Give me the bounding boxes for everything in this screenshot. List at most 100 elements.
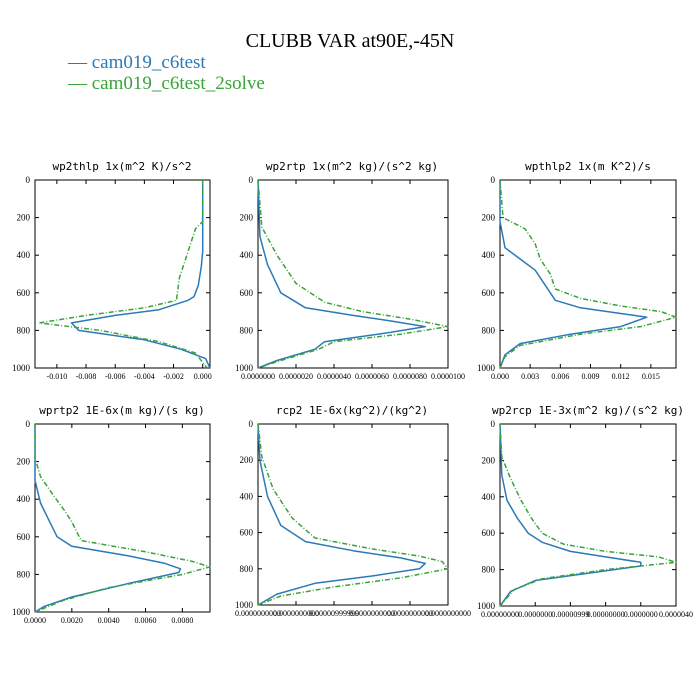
series-line-c6test-2solve bbox=[499, 423, 677, 607]
x-tick-label: -0.010 bbox=[47, 372, 68, 381]
y-tick-label: 1000 bbox=[12, 363, 31, 373]
y-tick-label: 200 bbox=[482, 213, 496, 223]
x-tick-label: 0.00000999 bbox=[551, 610, 589, 619]
x-tick-label: 0.000 bbox=[194, 372, 212, 381]
series-line-c6test-2solve bbox=[257, 179, 449, 369]
y-tick-label: 0 bbox=[249, 419, 254, 429]
y-tick-label: 800 bbox=[482, 325, 496, 335]
y-tick-label: 0 bbox=[491, 175, 496, 185]
y-tick-label: 200 bbox=[17, 213, 31, 223]
series-line-c6test bbox=[499, 423, 642, 607]
y-tick-label: 200 bbox=[17, 457, 31, 467]
y-tick-label: 1000 bbox=[477, 363, 496, 373]
y-tick-label: 600 bbox=[482, 288, 496, 298]
y-tick-label: 400 bbox=[240, 250, 254, 260]
legend-entry-c6test-2solve: — cam019_c6test_2solve bbox=[68, 73, 265, 94]
x-tick-label: 0.0000000000 bbox=[235, 609, 281, 618]
y-tick-label: 600 bbox=[240, 288, 254, 298]
y-tick-label: 800 bbox=[240, 564, 254, 574]
x-tick-label: 0.0040 bbox=[98, 616, 120, 625]
legend-entry-c6test: — cam019_c6test bbox=[68, 52, 206, 73]
series-line-c6test bbox=[70, 180, 211, 369]
x-tick-label: 0.0080 bbox=[171, 616, 193, 625]
y-tick-label: 0 bbox=[26, 175, 31, 185]
plot-frame bbox=[257, 179, 449, 369]
series-line-c6test-2solve bbox=[499, 179, 677, 369]
chart-panel-2: wp2rtp 1x(m^2 kg)/(s^2 kg) 0 200 400 600 800 1… bbox=[235, 160, 465, 381]
x-tick-label: 0.0020 bbox=[61, 616, 83, 625]
x-tick-label: 0.009 bbox=[582, 372, 600, 381]
x-tick-label: 0.012 bbox=[612, 372, 630, 381]
chart-panel-1: wp2thlp 1x(m^2 K)/s^2 0 200 400 600 800 1000 -0… bbox=[12, 160, 212, 381]
y-tick-label: 800 bbox=[482, 565, 496, 575]
y-tick-label: 0 bbox=[249, 175, 254, 185]
x-tick-label: 0.0000000 bbox=[518, 610, 552, 619]
plot-frame bbox=[34, 179, 211, 369]
x-tick-label: 0.015 bbox=[642, 372, 660, 381]
x-tick-label: 0.0000000000 bbox=[349, 609, 395, 618]
x-tick-label: 0.0000040 bbox=[317, 372, 351, 381]
x-tick-label: 0.000 bbox=[491, 372, 509, 381]
x-tick-label: 0.0060 bbox=[135, 616, 157, 625]
plot-frame bbox=[499, 179, 677, 369]
figure-title: CLUBB VAR at90E,-45N bbox=[245, 30, 455, 52]
y-tick-label: 600 bbox=[482, 528, 496, 538]
panel-title: rcp2 1E-6x(kg^2)/(kg^2) bbox=[276, 404, 428, 417]
panel-title: wpthlp2 1x(m K^2)/s bbox=[525, 160, 651, 173]
series-line-c6test-2solve bbox=[34, 424, 211, 613]
series-line-c6test-2solve bbox=[257, 423, 449, 606]
plot-frame bbox=[499, 423, 677, 607]
series-line-c6test bbox=[257, 179, 426, 369]
series-line-c6test bbox=[257, 423, 426, 606]
x-tick-label: 0.0000100 bbox=[431, 372, 465, 381]
y-tick-label: 800 bbox=[17, 569, 31, 579]
y-tick-label: 1000 bbox=[477, 601, 496, 611]
y-tick-label: 400 bbox=[17, 494, 31, 504]
x-tick-label: 0.0000000000 bbox=[273, 609, 319, 618]
x-tick-label: 0.003 bbox=[521, 372, 539, 381]
chart-panel-6: wp2rcp 1E-3x(m^2 kg)/(s^2 kg) 0 200 400 600 8… bbox=[477, 404, 693, 619]
x-tick-label: 0.0000020 bbox=[279, 372, 313, 381]
panel-title: wp2rtp 1x(m^2 kg)/(s^2 kg) bbox=[266, 160, 438, 173]
plot-frame bbox=[257, 423, 449, 606]
x-tick-label: -0.006 bbox=[105, 372, 126, 381]
plot-frame bbox=[34, 423, 211, 613]
series-line-c6test-2solve bbox=[38, 180, 208, 369]
x-tick-label: -0.004 bbox=[134, 372, 155, 381]
y-tick-label: 1000 bbox=[235, 600, 254, 610]
x-tick-label: 0.00000999999 bbox=[309, 609, 359, 618]
y-tick-label: 200 bbox=[482, 455, 496, 465]
x-tick-label: 0.0000000 bbox=[241, 372, 275, 381]
x-tick-label: 0.0000000000 bbox=[425, 609, 471, 618]
y-tick-label: 0 bbox=[26, 419, 31, 429]
panel-title: wp2rcp 1E-3x(m^2 kg)/(s^2 kg) bbox=[492, 404, 684, 417]
y-tick-label: 400 bbox=[240, 491, 254, 501]
y-tick-label: 0 bbox=[491, 419, 496, 429]
y-tick-label: 400 bbox=[17, 250, 31, 260]
y-tick-label: 600 bbox=[240, 528, 254, 538]
y-tick-label: 600 bbox=[17, 288, 31, 298]
x-tick-label: 0.006 bbox=[551, 372, 569, 381]
y-tick-label: 1000 bbox=[235, 363, 254, 373]
panel-title: wp2thlp 1x(m^2 K)/s^2 bbox=[52, 160, 191, 173]
x-tick-label: 0.0000080 bbox=[393, 372, 427, 381]
x-tick-label: 0.00000000 bbox=[481, 610, 519, 619]
x-tick-label: 0.0000060 bbox=[355, 372, 389, 381]
x-tick-label: 0.0000 bbox=[24, 616, 46, 625]
chart-panel-4: wprtp2 1E-6x(m kg)/(s kg) 0 200 400 600 800 10… bbox=[12, 404, 211, 625]
x-tick-label: 0.0000000 bbox=[624, 610, 658, 619]
y-tick-label: 400 bbox=[482, 492, 496, 502]
y-tick-label: 800 bbox=[17, 325, 31, 335]
chart-panel-5: rcp2 1E-6x(kg^2)/(kg^2) 0 200 400 600 800 1000… bbox=[235, 404, 471, 618]
x-tick-label: 0.0000000000 bbox=[387, 609, 433, 618]
y-tick-label: 200 bbox=[240, 455, 254, 465]
x-tick-label: -0.008 bbox=[76, 372, 97, 381]
y-tick-label: 200 bbox=[240, 213, 254, 223]
x-tick-label: 0.00000000 bbox=[587, 610, 625, 619]
x-tick-label: 0.0000040 bbox=[659, 610, 693, 619]
y-tick-label: 400 bbox=[482, 250, 496, 260]
chart-panel-3: wpthlp2 1x(m K^2)/s020040060080010000.00… bbox=[477, 160, 677, 381]
y-tick-label: 600 bbox=[17, 532, 31, 542]
panel-title: wprtp2 1E-6x(m kg)/(s kg) bbox=[39, 404, 205, 417]
